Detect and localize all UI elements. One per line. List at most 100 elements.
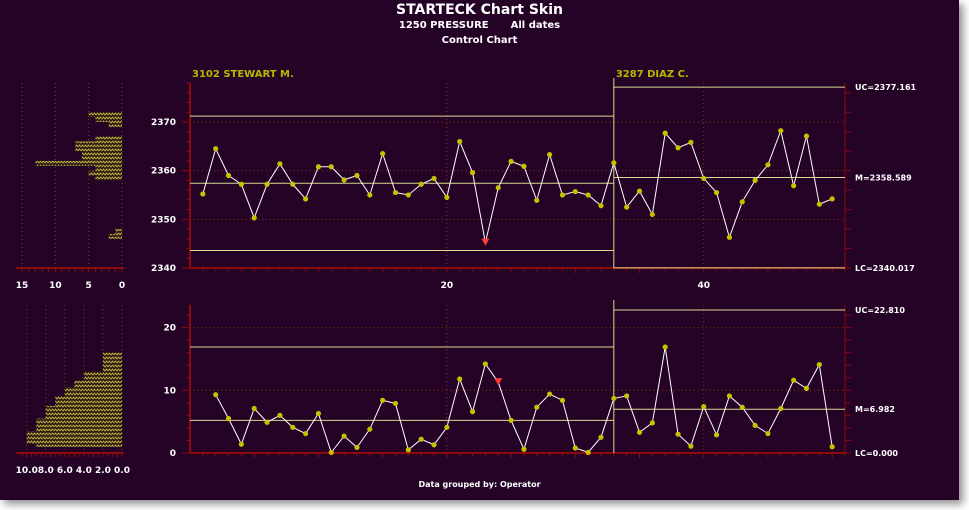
- x-chart-data-point: [739, 199, 745, 205]
- x-chart-data-point: [405, 192, 411, 198]
- mr-chart-hist-bar: [102, 368, 122, 372]
- mr-chart-data-point: [457, 376, 463, 382]
- mr-chart-limit-label: LC=0.000: [855, 449, 898, 458]
- mr-chart-data-point: [264, 419, 270, 425]
- x-chart-data-point: [213, 146, 219, 152]
- mr-chart-data-point: [444, 424, 450, 430]
- mr-chart-data-point: [829, 444, 835, 450]
- x-chart-data-point: [277, 161, 283, 167]
- mr-chart-data-point: [726, 393, 733, 399]
- mr-chart-hist-bar: [26, 434, 123, 438]
- mr-chart-data-point: [688, 443, 694, 449]
- x-chart-hist-bar: [82, 151, 122, 157]
- x-chart-hist-bar: [95, 165, 122, 171]
- mr-chart-y-tick-label: 0: [170, 449, 176, 459]
- x-chart-data-point: [251, 215, 257, 221]
- mr-chart-data-point: [624, 393, 630, 399]
- mr-chart-data-point: [585, 449, 591, 455]
- x-chart-hist-tick-label: 0: [119, 281, 125, 291]
- group-label: 3102 STEWART M.: [192, 69, 294, 80]
- mr-chart-data-point: [521, 446, 527, 452]
- x-chart-data-point: [238, 181, 244, 187]
- x-chart-data-point: [559, 192, 566, 198]
- mr-chart-hist-bar: [55, 399, 123, 403]
- x-chart-limit-label: LC=2340.017: [855, 264, 915, 273]
- x-chart-data-point: [752, 177, 758, 183]
- mr-chart-series-line: [215, 346, 833, 454]
- mr-chart-hist-tick-label: 0.0: [114, 466, 130, 476]
- mr-chart-data-point: [418, 436, 424, 442]
- x-chart-data-point: [508, 158, 514, 164]
- mr-chart-hist-bar: [83, 371, 122, 375]
- x-chart-hist-tick-label: 10: [49, 281, 62, 291]
- group-label: 3287 DIAZ C.: [616, 69, 689, 80]
- mr-chart-hist-bar: [36, 424, 122, 428]
- mr-chart-data-point: [508, 417, 514, 423]
- x-chart-data-point: [701, 175, 707, 182]
- x-chart-data-point: [611, 160, 617, 166]
- mr-chart-y-tick-label: 10: [163, 386, 176, 396]
- mr-chart-hist-bar: [26, 431, 123, 435]
- mr-chart-data-point: [328, 449, 334, 455]
- mr-chart-hist-bar: [64, 393, 122, 397]
- grouping-footer: Data grouped by: Operator: [418, 480, 541, 489]
- mr-chart-hist-tick-label: 4.0: [76, 466, 92, 476]
- mr-chart-data-point: [765, 430, 771, 437]
- x-chart-hist-bar: [75, 146, 122, 152]
- mr-chart-hist-bar: [36, 443, 122, 447]
- x-chart-data-point: [688, 139, 694, 145]
- x-chart-data-point: [431, 175, 437, 182]
- x-chart-hist-bar: [82, 156, 122, 161]
- mr-chart-data-point: [547, 391, 553, 397]
- chart-window: STARTECK Chart Skin 1250 PRESSURE All dat…: [0, 0, 959, 500]
- mr-chart-data-point: [778, 405, 784, 412]
- x-chart-limit-label: M=2358.589: [855, 174, 912, 183]
- x-chart-hist-bar: [88, 112, 122, 118]
- mr-chart-hist-bar: [45, 405, 122, 410]
- mr-chart-data-point: [611, 395, 617, 402]
- mr-chart-data-point: [469, 409, 476, 415]
- mr-chart-limit-label: M=6.982: [855, 405, 895, 414]
- mr-chart-hist-bar: [26, 437, 123, 441]
- x-chart-data-point: [791, 183, 797, 189]
- x-chart-limit-label: UC=2377.161: [855, 83, 917, 92]
- mr-chart-data-point: [431, 442, 437, 448]
- mr-chart-hist-bar: [36, 427, 122, 432]
- x-chart-data-point: [816, 201, 822, 207]
- mr-chart-hist-bar: [83, 374, 122, 378]
- x-chart-data-point: [803, 133, 810, 139]
- mr-chart-hist-bar: [102, 358, 122, 363]
- x-chart-y-tick-label: 2360: [151, 167, 176, 177]
- subtitle-parameter: 1250 PRESSURE: [398, 20, 489, 31]
- x-chart-data-point: [829, 196, 835, 202]
- x-chart-data-point: [328, 164, 334, 170]
- mr-chart-data-point: [251, 405, 257, 412]
- mr-chart-hist-bar: [55, 402, 123, 406]
- mr-chart-hist-bar: [55, 396, 123, 400]
- x-chart-data-point: [662, 130, 668, 136]
- mr-chart-y-tick-label: 20: [163, 324, 176, 334]
- mr-chart-hist-bar: [64, 387, 122, 391]
- x-chart-hist-bar: [35, 160, 123, 166]
- x-chart-data-point: [778, 128, 784, 134]
- subtitle-dates: All dates: [510, 20, 561, 31]
- mr-chart-hist-bar: [74, 380, 122, 385]
- x-chart-x-tick-label: 20: [441, 281, 454, 291]
- x-chart-hist-tick-label: 15: [16, 281, 29, 291]
- mr-chart-data-point: [290, 424, 296, 430]
- mr-chart-data-point: [302, 430, 309, 437]
- x-chart-data-point: [264, 181, 270, 187]
- x-chart-data-point: [649, 211, 655, 218]
- mr-chart-data-point: [752, 422, 758, 429]
- mr-chart-data-point: [559, 397, 566, 403]
- mr-chart-data-point: [598, 434, 604, 440]
- mr-chart-alarm-point: [494, 378, 503, 386]
- mr-chart-data-point: [213, 392, 219, 398]
- x-chart-data-point: [726, 234, 733, 240]
- mr-chart-data-point: [380, 397, 386, 403]
- mr-chart-hist-bar: [102, 362, 122, 366]
- mr-chart-hist-bar: [36, 421, 122, 425]
- mr-chart-limit-label: UC=22.810: [855, 306, 905, 315]
- x-chart-data-point: [547, 151, 553, 158]
- mr-chart-hist-bar: [45, 415, 122, 419]
